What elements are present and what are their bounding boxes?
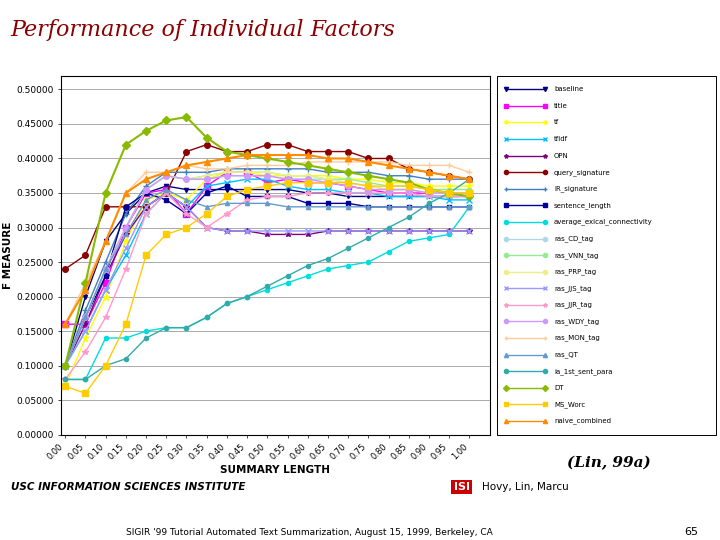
Text: Hovy, Lin, Marcu: Hovy, Lin, Marcu [482,482,569,492]
Text: IR_signature: IR_signature [554,185,597,192]
Text: baseline: baseline [554,86,583,92]
Text: tf: tf [554,119,559,125]
Text: 65: 65 [685,527,698,537]
Text: SIGIR '99 Tutorial Automated Text Summarization, August 15, 1999, Berkeley, CA: SIGIR '99 Tutorial Automated Text Summar… [126,528,493,537]
Text: average_exical_connectivity: average_exical_connectivity [554,219,652,225]
Text: ras_WDY_tag: ras_WDY_tag [554,318,599,325]
Text: ras_QT: ras_QT [554,352,577,358]
Text: tfidf: tfidf [554,136,568,142]
Text: sentence_length: sentence_length [554,202,612,209]
Text: (Lin, 99a): (Lin, 99a) [567,456,650,470]
Text: DT: DT [554,385,563,391]
Text: ia_1st_sent_para: ia_1st_sent_para [554,368,613,375]
Text: naive_combined: naive_combined [554,417,611,424]
Text: ras_CD_tag: ras_CD_tag [554,235,593,242]
Y-axis label: F MEASURE: F MEASURE [4,221,14,289]
Text: title: title [554,103,567,109]
Text: ras_PRP_tag: ras_PRP_tag [554,268,596,275]
Text: ISI: ISI [454,482,469,492]
Text: ras_JJR_tag: ras_JJR_tag [554,301,592,308]
Text: Performance of Individual Factors: Performance of Individual Factors [11,19,395,41]
Text: OPN: OPN [554,153,569,159]
Text: query_signature: query_signature [554,169,611,176]
X-axis label: SUMMARY LENGTH: SUMMARY LENGTH [220,464,330,475]
Text: MS_Worc: MS_Worc [554,401,585,408]
Text: USC INFORMATION SCIENCES INSTITUTE: USC INFORMATION SCIENCES INSTITUTE [11,482,246,492]
Text: ras_VNN_tag: ras_VNN_tag [554,252,598,259]
Text: ras_JJS_tag: ras_JJS_tag [554,285,591,292]
Text: ras_MON_tag: ras_MON_tag [554,335,600,341]
